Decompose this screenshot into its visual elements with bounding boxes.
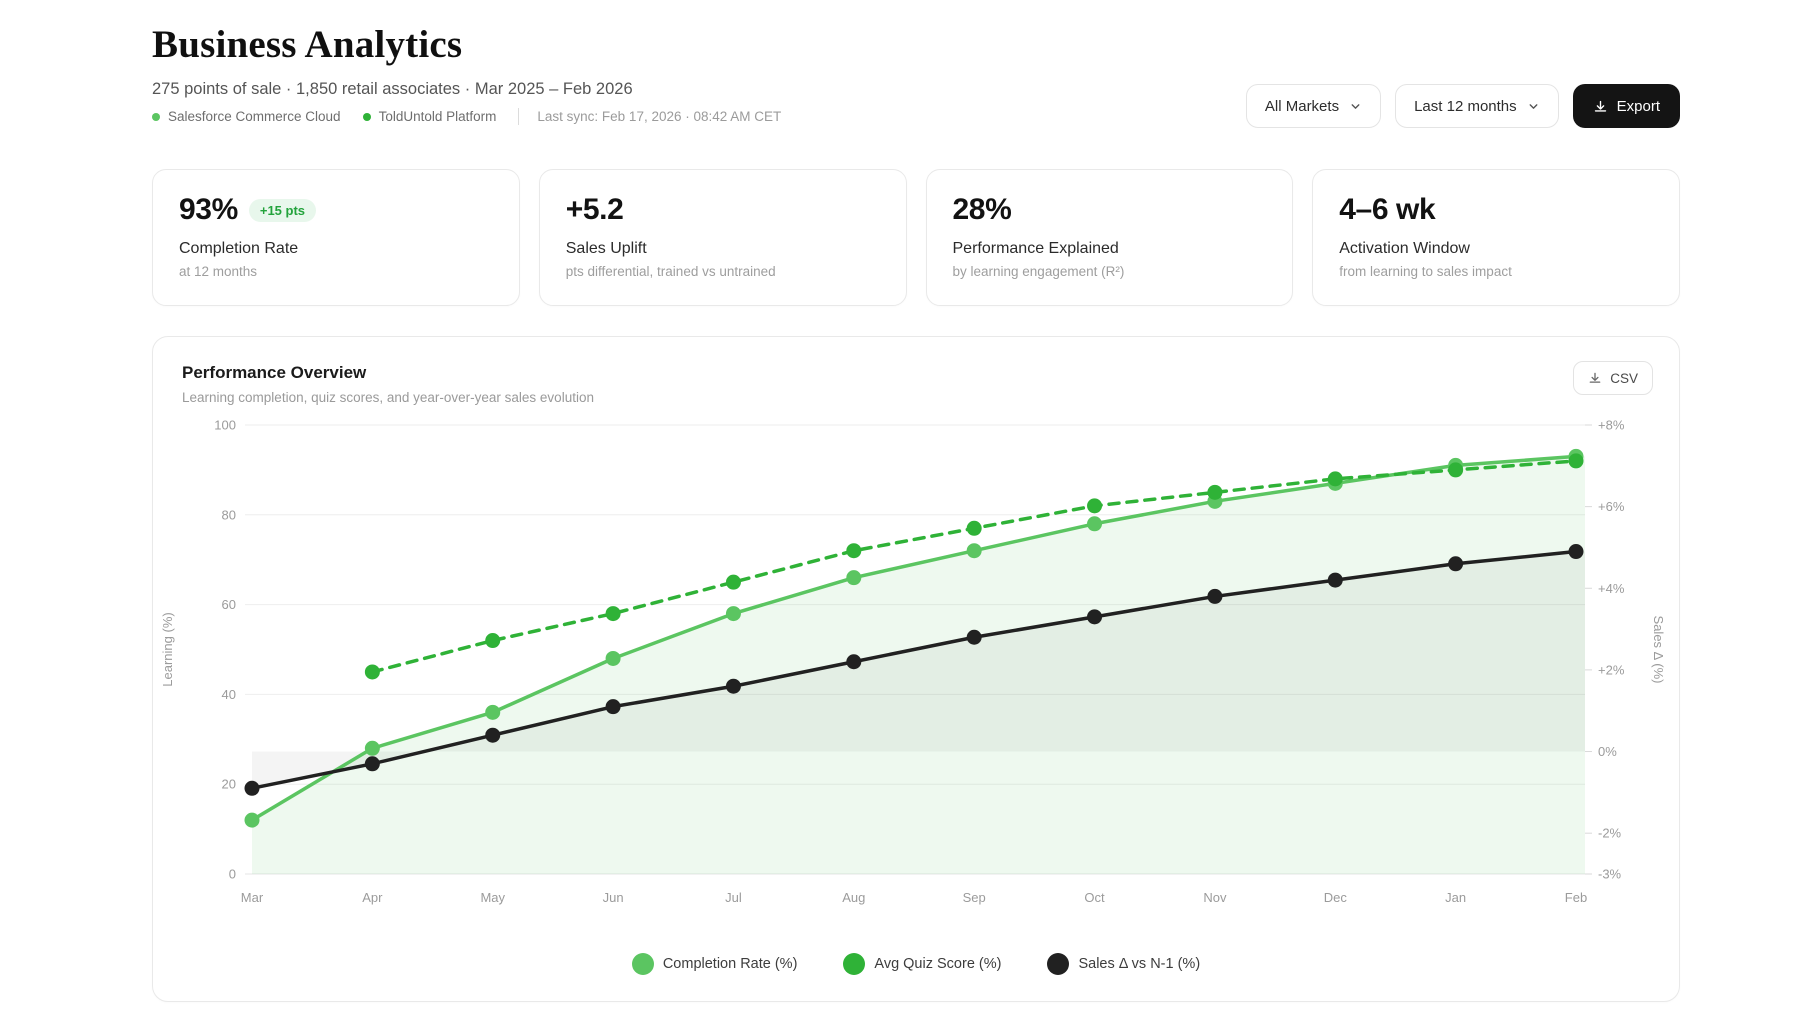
svg-text:80: 80 bbox=[222, 507, 236, 522]
kpi-sublabel: at 12 months bbox=[179, 264, 258, 279]
svg-text:Apr: Apr bbox=[362, 890, 383, 905]
svg-text:+8%: +8% bbox=[1598, 418, 1625, 433]
divider bbox=[518, 108, 520, 125]
export-label: Export bbox=[1616, 97, 1660, 115]
legend-dot bbox=[631, 953, 654, 975]
kpi-cards-row: 93% +15 pts Completion Rate at 12 months… bbox=[152, 169, 1680, 306]
csv-label: CSV bbox=[1610, 370, 1638, 386]
svg-text:Jan: Jan bbox=[1445, 890, 1466, 905]
source-dot bbox=[152, 112, 160, 121]
svg-text:Dec: Dec bbox=[1324, 890, 1348, 905]
svg-text:60: 60 bbox=[222, 597, 236, 612]
svg-text:+6%: +6% bbox=[1598, 499, 1625, 514]
kpi-sublabel: from learning to sales impact bbox=[1339, 264, 1512, 279]
svg-text:20: 20 bbox=[222, 777, 236, 792]
source-label: Salesforce Commerce Cloud bbox=[168, 109, 341, 124]
svg-text:Nov: Nov bbox=[1203, 890, 1227, 905]
period-filter-dropdown[interactable]: Last 12 months bbox=[1395, 84, 1559, 128]
svg-text:-3%: -3% bbox=[1598, 867, 1622, 882]
source-label: ToldUntold Platform bbox=[378, 109, 497, 124]
performance-chart: 0 20 40 60 80 100 +8% +6% +4% +2% 0% -2% -3% Learning… bbox=[160, 418, 1666, 906]
svg-text:Jun: Jun bbox=[603, 890, 624, 905]
kpi-card-sales-uplift: +5.2 Sales Uplift pts differential, trai… bbox=[538, 169, 907, 306]
page-header: Business Analytics 275 points of sale · … bbox=[152, 22, 1680, 128]
svg-text:+2%: +2% bbox=[1598, 662, 1625, 677]
market-filter-value: All Markets bbox=[1264, 97, 1340, 115]
legend-dot bbox=[843, 953, 866, 975]
kpi-label: Performance Explained bbox=[952, 240, 1119, 257]
legend-item-completion-rate[interactable]: Completion Rate (%) bbox=[631, 953, 798, 975]
performance-overview-panel: Performance Overview Learning completion… bbox=[152, 336, 1680, 1002]
legend-dot bbox=[1047, 953, 1070, 975]
legend-label: Avg Quiz Score (%) bbox=[874, 956, 1002, 972]
data-source: ToldUntold Platform bbox=[362, 109, 497, 124]
legend-label: Sales Δ vs N-1 (%) bbox=[1078, 956, 1201, 972]
chevron-down-icon bbox=[1527, 100, 1540, 113]
header-controls: All Markets Last 12 months Export bbox=[1245, 84, 1680, 128]
svg-text:Mar: Mar bbox=[241, 890, 264, 905]
page-title: Business Analytics bbox=[152, 23, 463, 66]
download-icon bbox=[1593, 99, 1608, 114]
svg-text:Learning (%): Learning (%) bbox=[160, 612, 175, 686]
kpi-value: 4–6 wk bbox=[1339, 193, 1436, 226]
kpi-label: Sales Uplift bbox=[565, 240, 647, 257]
kpi-value: 93% bbox=[179, 193, 238, 226]
kpi-label: Activation Window bbox=[1339, 240, 1470, 257]
kpi-value: 28% bbox=[952, 193, 1012, 226]
kpi-label: Completion Rate bbox=[179, 240, 299, 257]
period-filter-value: Last 12 months bbox=[1414, 97, 1517, 115]
svg-text:Feb: Feb bbox=[1565, 890, 1587, 905]
download-icon bbox=[1588, 371, 1602, 385]
kpi-sublabel: pts differential, trained vs untrained bbox=[565, 264, 776, 279]
kpi-card-performance-explained: 28% Performance Explained by learning en… bbox=[925, 169, 1294, 306]
kpi-card-completion-rate: 93% +15 pts Completion Rate at 12 months bbox=[152, 169, 520, 306]
kpi-sublabel: by learning engagement (R²) bbox=[952, 264, 1125, 279]
last-sync-text: Last sync: Feb 17, 2026 · 08:42 AM CET bbox=[537, 109, 782, 124]
svg-text:-2%: -2% bbox=[1598, 826, 1622, 841]
svg-text:Aug: Aug bbox=[842, 890, 865, 905]
kpi-value: +5.2 bbox=[565, 193, 624, 226]
svg-text:Sales Δ (%): Sales Δ (%) bbox=[1651, 616, 1666, 684]
legend-item-avg-quiz-score[interactable]: Avg Quiz Score (%) bbox=[843, 953, 1001, 975]
svg-text:Oct: Oct bbox=[1084, 890, 1105, 905]
source-dot bbox=[362, 112, 371, 121]
svg-text:0%: 0% bbox=[1598, 744, 1617, 759]
svg-text:Sep: Sep bbox=[963, 890, 986, 905]
csv-download-button[interactable]: CSV bbox=[1573, 361, 1653, 395]
kpi-card-activation-window: 4–6 wk Activation Window from learning t… bbox=[1312, 169, 1680, 306]
chevron-down-icon bbox=[1349, 100, 1362, 113]
svg-text:May: May bbox=[480, 890, 505, 905]
legend-item-sales-delta[interactable]: Sales Δ vs N-1 (%) bbox=[1047, 953, 1200, 975]
svg-text:+4%: +4% bbox=[1598, 581, 1625, 596]
svg-text:Jul: Jul bbox=[725, 890, 742, 905]
svg-text:100: 100 bbox=[214, 418, 236, 433]
data-sources-row: Salesforce Commerce Cloud ToldUntold Pla… bbox=[152, 108, 1680, 125]
page-subtitle: 275 points of sale · 1,850 retail associ… bbox=[152, 80, 633, 98]
chart-title: Performance Overview bbox=[182, 363, 367, 382]
chart-subtitle: Learning completion, quiz scores, and ye… bbox=[182, 390, 594, 405]
svg-text:40: 40 bbox=[222, 687, 236, 702]
chart-legend: Completion Rate (%) Avg Quiz Score (%) S… bbox=[153, 953, 1679, 975]
export-button[interactable]: Export bbox=[1572, 84, 1680, 128]
market-filter-dropdown[interactable]: All Markets bbox=[1245, 84, 1382, 128]
legend-label: Completion Rate (%) bbox=[662, 956, 798, 972]
kpi-delta-badge: +15 pts bbox=[248, 198, 317, 222]
svg-text:0: 0 bbox=[229, 867, 236, 882]
data-source: Salesforce Commerce Cloud bbox=[152, 109, 341, 124]
